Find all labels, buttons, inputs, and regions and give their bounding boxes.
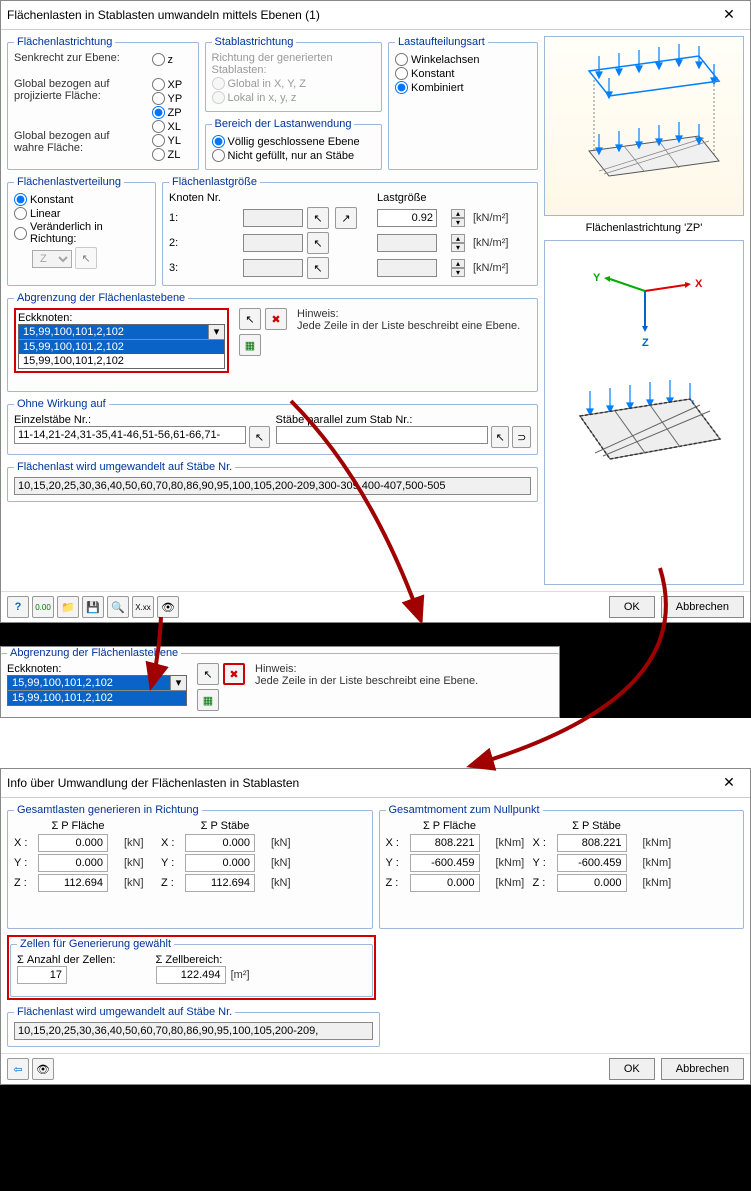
anzahl-value: 17 <box>17 966 67 984</box>
excel-icon[interactable]: ▦ <box>239 334 261 356</box>
group-umgewandelt-2: Flächenlast wird umgewandelt auf Stäbe N… <box>7 1006 380 1047</box>
last1-input[interactable] <box>377 209 437 227</box>
pick3-icon[interactable]: ↖ <box>307 257 329 279</box>
info-dialog: Info über Umwandlung der Flächenlasten i… <box>0 768 751 1085</box>
group-bereich: Bereich der Lastanwendung Völlig geschlo… <box>205 118 383 170</box>
delete-icon-2[interactable]: ✖ <box>223 663 245 685</box>
group-flaechenlastrichtung: Flächenlastrichtung Senkrecht zur Ebene:… <box>7 36 199 170</box>
radio-vert-linear[interactable] <box>14 207 27 220</box>
radio-winkel[interactable] <box>395 53 408 66</box>
delete-icon[interactable]: ✖ <box>265 308 287 330</box>
group-abgrenzung: Abgrenzung der Flächenlastebene Eckknote… <box>7 292 538 392</box>
radio-yp[interactable] <box>152 92 165 105</box>
panel-abgrenzung-snippet: Abgrenzung der Flächenlastebene Eckknote… <box>0 646 560 718</box>
radio-lokal-xyz <box>212 91 225 104</box>
pick-einzel-icon[interactable]: ↖ <box>249 426 269 448</box>
back-icon[interactable]: ⇦ <box>7 1058 29 1080</box>
parallel-input[interactable] <box>276 426 488 444</box>
pick-parallel-icon[interactable]: ↖ <box>491 426 510 448</box>
title-2: Info über Umwandlung der Flächenlasten i… <box>7 776 299 790</box>
axis-select: Z <box>32 250 72 268</box>
group-ohne-wirkung: Ohne Wirkung auf Einzelstäbe Nr.: ↖ Stäb… <box>7 398 538 455</box>
close-icon-2[interactable]: ✕ <box>714 773 744 793</box>
preview-top <box>544 36 744 216</box>
folder-icon[interactable]: 📁 <box>57 596 79 618</box>
eckknoten-dropdown[interactable]: 15,99,100,101,2,102 ▾ 15,99,100,101,2,10… <box>18 324 225 369</box>
eye-icon[interactable]: 👁 <box>157 596 179 618</box>
radio-kombiniert[interactable] <box>395 81 408 94</box>
radio-zp[interactable] <box>152 106 165 119</box>
units-icon[interactable]: 0.00 <box>32 596 54 618</box>
title-text: Flächenlasten in Stablasten umwandeln mi… <box>7 8 320 22</box>
radio-vert-veraenderlich[interactable] <box>14 227 27 240</box>
ok-button[interactable]: OK <box>609 596 655 618</box>
preview-bottom: X Y Z <box>544 240 744 585</box>
group-verteilung: Flächenlastverteilung Konstant Linear Ve… <box>7 176 156 286</box>
main-dialog: Flächenlasten in Stablasten umwandeln mi… <box>0 0 751 623</box>
radio-nicht[interactable] <box>212 149 225 162</box>
excel-icon-2[interactable]: ▦ <box>197 689 219 711</box>
close-icon[interactable]: ✕ <box>714 5 744 25</box>
umgewandelt-input-2 <box>14 1022 373 1040</box>
help-icon[interactable]: ? <box>7 596 29 618</box>
cancel-button-2[interactable]: Abbrechen <box>661 1058 744 1080</box>
group-zellen: Zellen für Generierung gewählt Σ Anzahl … <box>10 938 373 997</box>
group-gesamt-moment: Gesamtmoment zum Nullpunkt Σ P Fläche Σ … <box>379 804 745 929</box>
svg-text:X: X <box>695 278 703 290</box>
save-icon[interactable]: 💾 <box>82 596 104 618</box>
last2-input <box>377 234 437 252</box>
radio-global-xyz <box>212 77 225 90</box>
radio-yl[interactable] <box>152 134 165 147</box>
cancel-button[interactable]: Abbrechen <box>661 596 744 618</box>
pick2-icon[interactable]: ↖ <box>307 232 329 254</box>
down-btn[interactable]: ▾ <box>451 218 465 227</box>
svg-text:Y: Y <box>593 272 601 284</box>
up-btn[interactable]: ▴ <box>451 209 465 218</box>
pick-plane-icon-2[interactable]: ↖ <box>197 663 219 685</box>
knoten3-input <box>243 259 303 277</box>
radio-voellig[interactable] <box>212 135 225 148</box>
svg-text:Z: Z <box>642 337 649 349</box>
radio-z[interactable] <box>152 53 165 66</box>
group-umgewandelt: Flächenlast wird umgewandelt auf Stäbe N… <box>7 461 538 502</box>
titlebar-2: Info über Umwandlung der Flächenlasten i… <box>1 769 750 798</box>
pick-icon: ↖ <box>75 247 97 269</box>
last3-input <box>377 259 437 277</box>
group-lastaufteilung: Lastaufteilungsart Winkelachsen Konstant… <box>388 36 538 170</box>
pick1-icon[interactable]: ↖ <box>307 207 329 229</box>
knoten2-input <box>243 234 303 252</box>
radio-zl[interactable] <box>152 148 165 161</box>
group-groesse: Flächenlastgröße Knoten Nr. Lastgröße 1:… <box>162 176 538 286</box>
radio-vert-konstant[interactable] <box>14 193 27 206</box>
pick1b-icon[interactable]: ↗ <box>335 207 357 229</box>
group-gesamt-richtung: Gesamtlasten generieren in Richtung Σ P … <box>7 804 373 929</box>
einzel-input[interactable] <box>14 426 246 444</box>
titlebar: Flächenlasten in Stablasten umwandeln mi… <box>1 1 750 30</box>
ok-button-2[interactable]: OK <box>609 1058 655 1080</box>
link-icon[interactable]: ⊃ <box>512 426 531 448</box>
pick-plane-icon[interactable]: ↖ <box>239 308 261 330</box>
umgewandelt-input <box>14 477 531 495</box>
preview-label: Flächenlastrichtung 'ZP' <box>544 222 744 234</box>
group-stablastrichtung: Stablastrichtung Richtung der generierte… <box>205 36 383 112</box>
xxx-icon[interactable]: X.xx <box>132 596 154 618</box>
eckknoten-dropdown-2[interactable]: 15,99,100,101,2,102 ▾ 15,99,100,101,2,10… <box>7 675 187 706</box>
radio-xl[interactable] <box>152 120 165 133</box>
radio-konstant[interactable] <box>395 67 408 80</box>
eye-icon-2[interactable]: 👁 <box>32 1058 54 1080</box>
zoom-icon[interactable]: 🔍 <box>107 596 129 618</box>
radio-xp[interactable] <box>152 78 165 91</box>
knoten1-input <box>243 209 303 227</box>
bereich-value: 122.494 <box>156 966 226 984</box>
